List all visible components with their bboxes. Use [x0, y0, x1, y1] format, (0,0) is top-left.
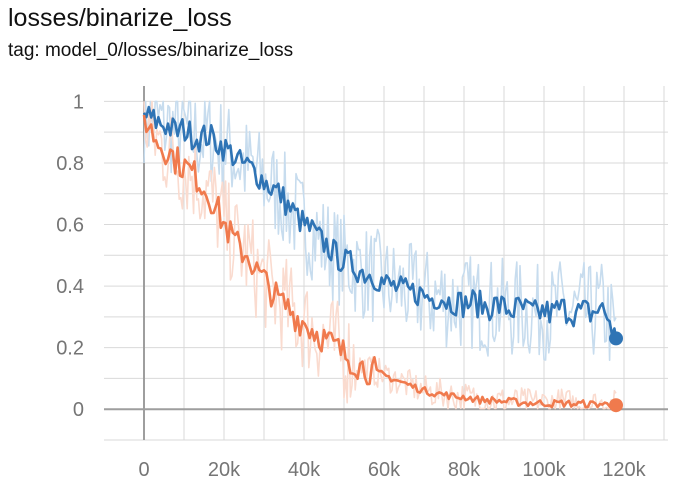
x-tick-label: 120k	[602, 459, 646, 481]
y-tick-label: 1	[73, 91, 84, 113]
smoothed-lines	[142, 105, 618, 410]
chart-tag: tag: model_0/losses/binarize_loss	[8, 40, 294, 61]
tick-labels: 0 0.2 0.4 0.6 0.8 1 0 20k 40k 60k 80k 100k 120k	[56, 91, 646, 481]
y-tick-label: 0.6	[56, 215, 84, 237]
raw-lines	[143, 100, 617, 410]
smoothed-line-blue	[142, 105, 618, 339]
chart-title: losses/binarize_loss	[8, 4, 232, 32]
x-tick-label: 100k	[522, 459, 566, 481]
y-tick-label: 0.8	[56, 153, 84, 175]
x-tick-label: 0	[138, 459, 149, 481]
x-tick-label: 60k	[368, 459, 401, 481]
smoothed-line-orange	[142, 114, 618, 410]
endpoints	[609, 331, 623, 413]
y-tick-label: 0.2	[56, 338, 84, 360]
y-tick-label: 0	[73, 399, 84, 421]
raw-line-orange	[143, 100, 617, 410]
endpoint-marker-orange	[609, 398, 623, 413]
x-tick-label: 20k	[208, 459, 241, 481]
endpoint-marker-blue	[609, 331, 623, 346]
y-tick-label: 0.4	[56, 276, 84, 298]
x-tick-label: 80k	[448, 459, 481, 481]
x-tick-label: 40k	[288, 459, 321, 481]
